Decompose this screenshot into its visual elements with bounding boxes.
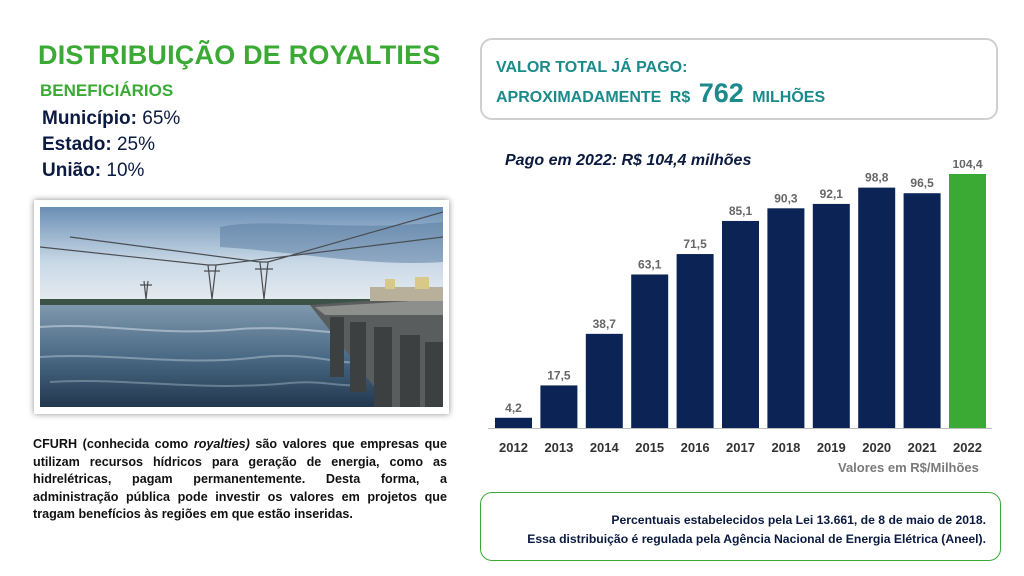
chart-unit-note: Valores em R$/Milhões [838, 460, 979, 475]
description-text-start: CFURH (conhecida como [33, 437, 194, 451]
bar-2019 [813, 204, 850, 428]
royalties-bar-chart: 4,2 2012 17,5 2013 38,7 2014 63,1 2015 71,5 2016 8… [480, 160, 1010, 460]
x-tick-2020: 2020 [862, 440, 891, 455]
share-value: 65% [142, 108, 180, 129]
data-label-2021: 96,5 [910, 176, 934, 190]
law-note-line-2: Essa distribuição é regulada pela Agênci… [527, 532, 986, 546]
x-tick-2022: 2022 [953, 440, 982, 455]
data-label-2022: 104,4 [952, 160, 982, 171]
x-tick-2013: 2013 [544, 440, 573, 455]
share-row-municipio: Município: 65% [42, 106, 180, 132]
bar-2022 [949, 174, 986, 428]
share-label: Município: [42, 108, 137, 129]
total-unit: MILHÕES [752, 89, 825, 106]
bar-2021 [904, 193, 941, 428]
total-prefix: APROXIMADAMENTE [496, 89, 661, 106]
share-label: União: [42, 160, 101, 181]
hydroelectric-dam-photo [34, 200, 449, 414]
total-currency: R$ [670, 89, 690, 106]
data-label-2012: 4,2 [505, 401, 522, 415]
total-paid-heading: VALOR TOTAL JÁ PAGO: [496, 59, 687, 77]
total-amount: 762 [699, 78, 744, 108]
beneficiaries-list: Município: 65% Estado: 25% União: 10% [42, 106, 180, 184]
bar-2012 [495, 418, 532, 428]
law-note-box: Percentuais estabelecidos pela Lei 13.66… [480, 492, 1001, 561]
x-tick-2012: 2012 [499, 440, 528, 455]
x-tick-2019: 2019 [817, 440, 846, 455]
x-tick-2017: 2017 [726, 440, 755, 455]
page-title: DISTRIBUIÇÃO DE ROYALTIES [38, 40, 441, 71]
x-tick-2014: 2014 [590, 440, 620, 455]
data-label-2017: 85,1 [729, 204, 753, 218]
total-paid-box: VALOR TOTAL JÁ PAGO: APROXIMADAMENTE R$ … [480, 38, 998, 120]
x-tick-2015: 2015 [635, 440, 664, 455]
dam-illustration [40, 207, 443, 407]
data-label-2016: 71,5 [683, 237, 707, 251]
data-label-2015: 63,1 [638, 257, 662, 271]
data-label-2018: 90,3 [774, 191, 798, 205]
bar-2018 [767, 208, 804, 428]
data-label-2014: 38,7 [593, 317, 617, 331]
share-label: Estado: [42, 134, 112, 155]
beneficiaries-heading: BENEFICIÁRIOS [40, 81, 173, 101]
law-note-line-1: Percentuais estabelecidos pela Lei 13.66… [611, 513, 986, 527]
share-row-uniao: União: 10% [42, 158, 180, 184]
data-label-2020: 98,8 [865, 171, 889, 185]
bar-2020 [858, 188, 895, 428]
x-tick-2018: 2018 [771, 440, 800, 455]
x-tick-2016: 2016 [681, 440, 710, 455]
bar-2015 [631, 274, 668, 428]
data-label-2019: 92,1 [820, 187, 844, 201]
data-label-2013: 17,5 [547, 368, 571, 382]
cfurh-description: CFURH (conhecida como royalties) são val… [33, 436, 447, 524]
bar-2013 [540, 385, 577, 428]
total-paid-amount-line: APROXIMADAMENTE R$ 762 MILHÕES [496, 78, 829, 109]
share-value: 10% [106, 160, 144, 181]
x-tick-2021: 2021 [908, 440, 937, 455]
share-row-estado: Estado: 25% [42, 132, 180, 158]
bar-2014 [586, 334, 623, 428]
bar-2017 [722, 221, 759, 428]
description-italic-term: royalties) [194, 437, 250, 451]
bar-2016 [677, 254, 714, 428]
share-value: 25% [117, 134, 155, 155]
